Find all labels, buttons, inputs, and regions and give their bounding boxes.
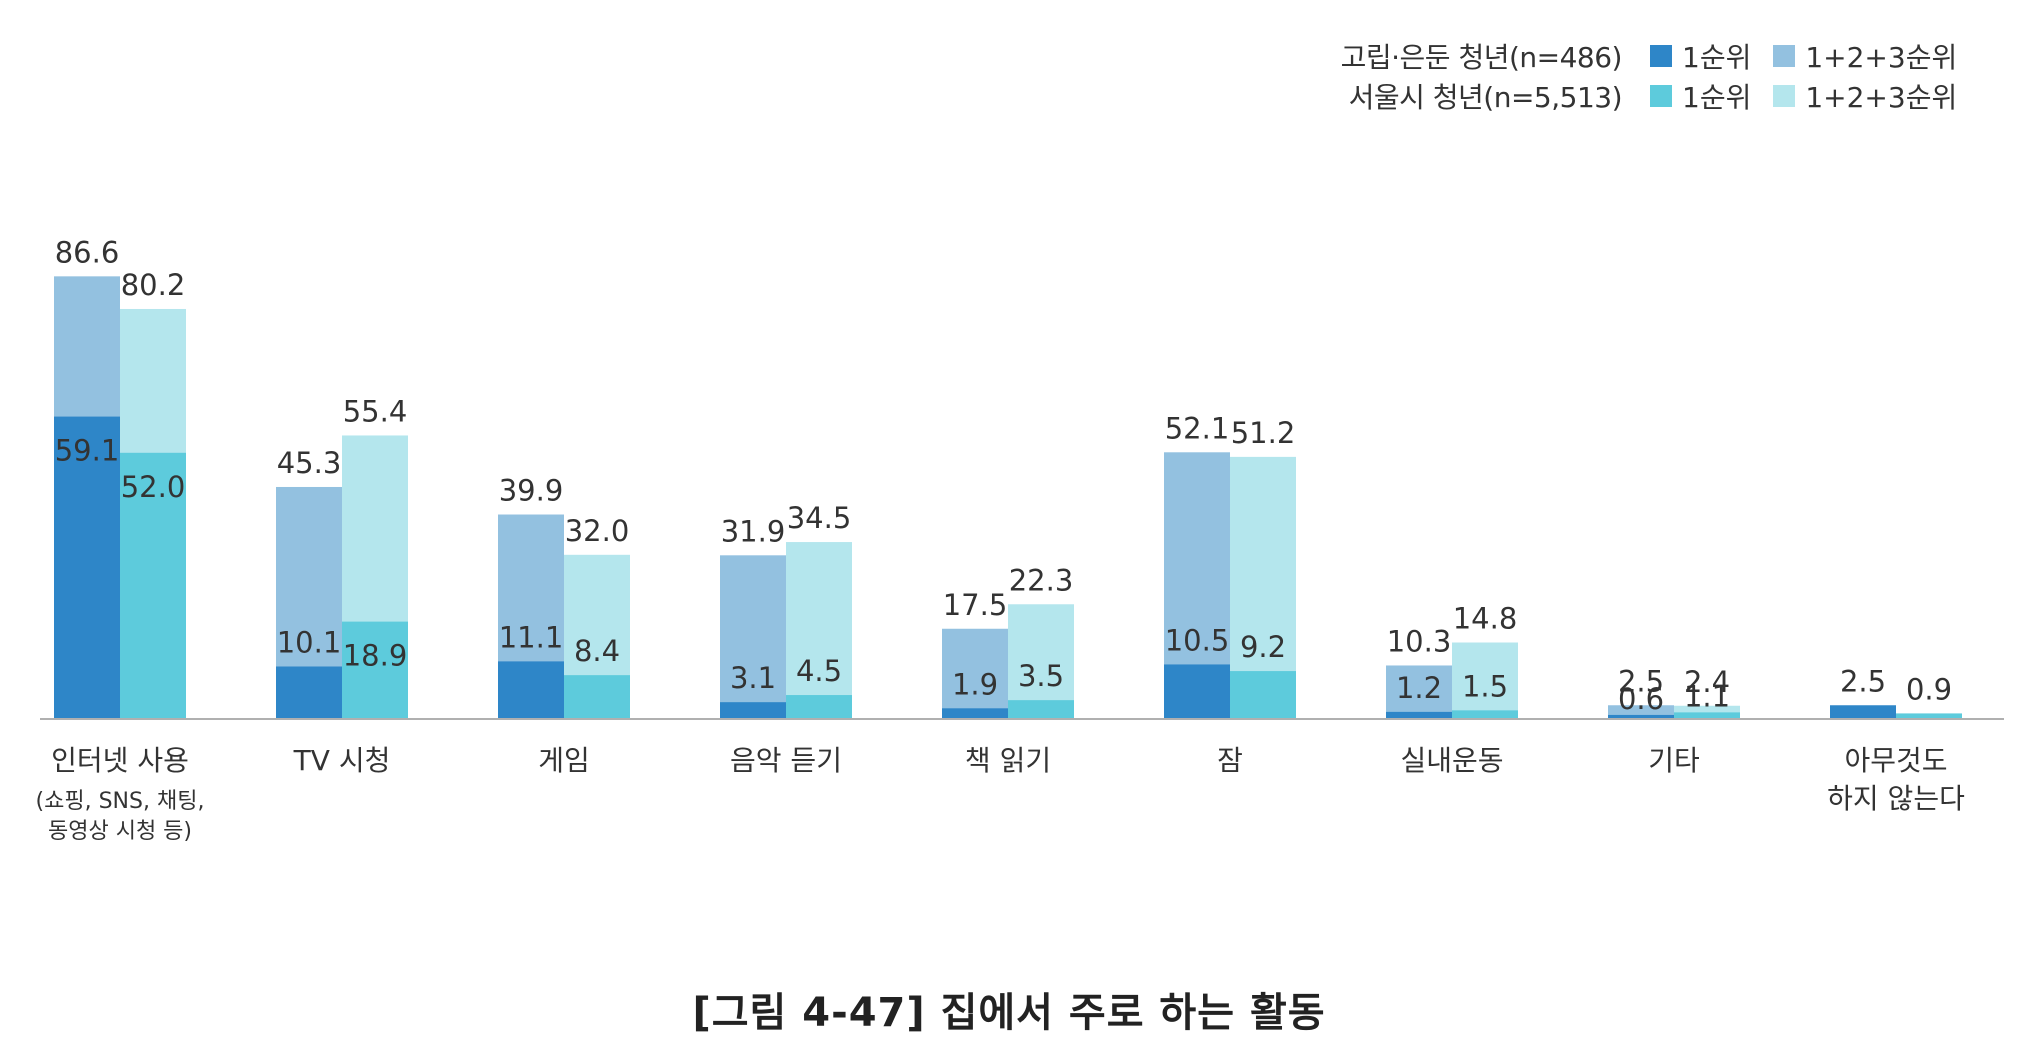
data-label-top3: 45.3 (277, 446, 342, 480)
bar-first-rank (1230, 671, 1296, 718)
legend-group-label: 서울시 청년(n=5,513) (1348, 81, 1623, 114)
x-tick-label: (쇼핑, SNS, 채팅, (36, 789, 205, 814)
data-label-top3: 86.6 (55, 235, 120, 269)
legend-item-label: 1순위 (1682, 41, 1752, 74)
bar-top3 (1008, 604, 1074, 718)
bar-first-rank (1830, 705, 1896, 718)
legend: 고립·은둔 청년(n=486) 1순위 1+2+3순위 서울시 청년(n=5,5… (1322, 36, 2002, 116)
data-label-first-rank: 9.2 (1240, 630, 1286, 664)
bar-first-rank (1008, 700, 1074, 718)
bar-first-rank (342, 621, 408, 718)
bar-first-rank (720, 702, 786, 718)
legend-swatch (1773, 85, 1796, 107)
data-label-first-rank: 18.9 (343, 639, 408, 673)
bar-first-rank (942, 708, 1008, 718)
data-label-top3: 52.1 (1165, 411, 1230, 445)
bar-first-rank (1896, 713, 1962, 718)
data-label-first-rank: 10.5 (1165, 623, 1230, 657)
x-tick-label: 책 읽기 (965, 744, 1051, 777)
bar-first-rank (1452, 710, 1518, 718)
data-label-top3: 2.4 (1684, 665, 1730, 699)
data-label-top3: 32.0 (565, 514, 630, 548)
data-label-top3: 17.5 (943, 588, 1008, 622)
legend-item-seoul-total: 1+2+3순위 (1773, 76, 1957, 116)
legend-swatch (1773, 45, 1796, 67)
bar-first-rank (786, 695, 852, 718)
data-label-first-rank: 1.2 (1396, 671, 1442, 705)
x-tick-label: 실내운동 (1400, 744, 1503, 777)
bar-first-rank (1164, 664, 1230, 718)
data-label-first-rank: 3.1 (730, 661, 776, 695)
bar-top3 (1452, 642, 1518, 718)
bar-first-rank (54, 416, 120, 718)
bar-first-rank (120, 452, 186, 718)
data-label-first-rank: 59.1 (55, 434, 120, 468)
data-label-top3: 51.2 (1231, 416, 1296, 450)
data-label-first-rank: 1.5 (1462, 669, 1508, 703)
bar-top3 (786, 542, 852, 718)
data-label-first-rank: 0.6 (1618, 682, 1664, 716)
data-label-top3: 22.3 (1009, 563, 1074, 597)
data-label-first-rank: 3.5 (1018, 659, 1064, 693)
bar-first-rank (1608, 714, 1674, 718)
data-label-top3: 10.3 (1387, 624, 1452, 658)
bar-first-rank (276, 666, 342, 718)
data-label-top3: 34.5 (787, 501, 852, 535)
data-label-first-rank: 8.4 (574, 634, 620, 668)
legend-item-seoul-first: 1순위 (1650, 76, 1751, 116)
legend-item-label: 1+2+3순위 (1805, 41, 1958, 74)
data-label-first-rank: 11.1 (499, 620, 564, 654)
x-tick-label: 음악 듣기 (730, 744, 842, 777)
x-tick-label: 하지 않는다 (1827, 782, 1965, 815)
bar-first-rank (498, 661, 564, 718)
figure-caption: [그림 4-47] 집에서 주로 하는 활동 (692, 990, 1326, 1036)
data-label-first-rank: 4.5 (796, 654, 842, 688)
legend-item-isolated-total: 1+2+3순위 (1773, 36, 1957, 76)
legend-swatch (1650, 85, 1672, 107)
bar-top3 (942, 628, 1008, 718)
x-tick-label: 인터넷 사용 (51, 744, 189, 777)
bar-top3 (1608, 705, 1674, 718)
data-label-top3: 55.4 (343, 394, 408, 428)
x-tick-label: 잠 (1217, 744, 1243, 777)
data-label-top3: 0.9 (1906, 672, 1952, 706)
bar-first-rank (1386, 711, 1452, 718)
bar-first-rank (1674, 712, 1740, 718)
legend-item-isolated-first: 1순위 (1650, 36, 1751, 76)
legend-row-seoul: 서울시 청년(n=5,513) 1순위 1+2+3순위 (1322, 76, 2002, 116)
data-label-first-rank: 10.1 (277, 625, 342, 659)
data-label-top3: 14.8 (1453, 602, 1518, 636)
data-label-top3: 2.5 (1840, 664, 1886, 698)
x-tick-label: 동영상 시청 등) (48, 819, 192, 844)
data-label-first-rank: 52.0 (121, 470, 186, 504)
data-label-first-rank: 1.9 (952, 667, 998, 701)
legend-item-label: 1순위 (1682, 81, 1752, 114)
legend-swatch (1650, 45, 1672, 67)
legend-group-label: 고립·은둔 청년(n=486) (1340, 41, 1623, 74)
bar-top3 (1386, 665, 1452, 718)
x-tick-label: 게임 (538, 744, 590, 777)
x-tick-label: TV 시청 (293, 744, 391, 777)
legend-item-label: 1+2+3순위 (1805, 81, 1958, 114)
data-label-top3: 80.2 (121, 268, 186, 302)
bar-top3 (720, 555, 786, 718)
legend-row-isolated: 고립·은둔 청년(n=486) 1순위 1+2+3순위 (1322, 36, 2002, 76)
data-label-top3: 2.5 (1618, 664, 1664, 698)
data-label-top3: 31.9 (721, 514, 786, 548)
x-tick-label: 아무것도 (1844, 744, 1947, 777)
x-tick-label: 기타 (1648, 744, 1700, 777)
data-label-first-rank: 1.1 (1684, 679, 1730, 713)
bar-chart: 86.6 59.1 80.2 52.0 인터넷 사용 (쇼핑, SNS, 채팅, 동영상 시… (36, 235, 2004, 844)
data-label-top3: 39.9 (499, 474, 564, 508)
bar-first-rank (564, 675, 630, 718)
